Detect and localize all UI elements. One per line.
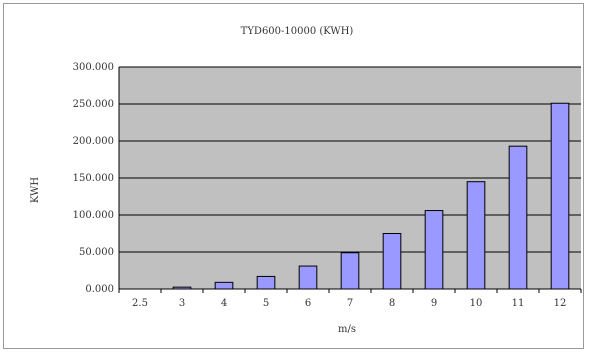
bar [550,102,570,290]
chart-title: TYD600-10000 (KWH) [241,26,354,37]
bar [298,265,318,290]
x-tick-label: 7 [347,298,353,309]
y-axis-title: KWH [30,177,41,203]
x-tick-label: 6 [305,298,311,309]
y-tick-label: 150.000 [73,173,114,184]
x-tick-label: 3 [179,298,185,309]
x-tick-label: 11 [512,298,525,309]
y-tick-label: 100.000 [73,210,114,221]
bar [256,275,276,290]
x-tick-label: 8 [389,298,395,309]
y-tick-label: 0.000 [85,284,114,295]
bar [340,252,360,290]
bar [466,181,486,290]
x-tick-label: 9 [431,298,437,309]
y-tick-label: 50.000 [79,247,114,258]
y-tick-label: 250.000 [73,99,114,110]
bar [214,281,234,290]
bar [424,210,444,290]
y-tick-label: 200.000 [73,136,114,147]
x-axis-title: m/s [338,324,356,335]
bar [382,233,402,290]
x-tick-label: 10 [470,298,483,309]
chart-frame: TYD600-10000 (KWH) KWH m/s 0.000 50.000 10… [3,3,584,349]
y-tick-label: 300.000 [73,62,114,73]
bar [508,145,528,290]
x-tick-label: 4 [221,298,227,309]
bar-chart: TYD600-10000 (KWH) KWH m/s 0.000 50.000 10… [30,26,582,335]
x-tick-label: 5 [263,298,269,309]
x-tick-label: 2.5 [132,298,148,309]
x-tick-label: 12 [554,298,567,309]
bar [172,286,192,290]
